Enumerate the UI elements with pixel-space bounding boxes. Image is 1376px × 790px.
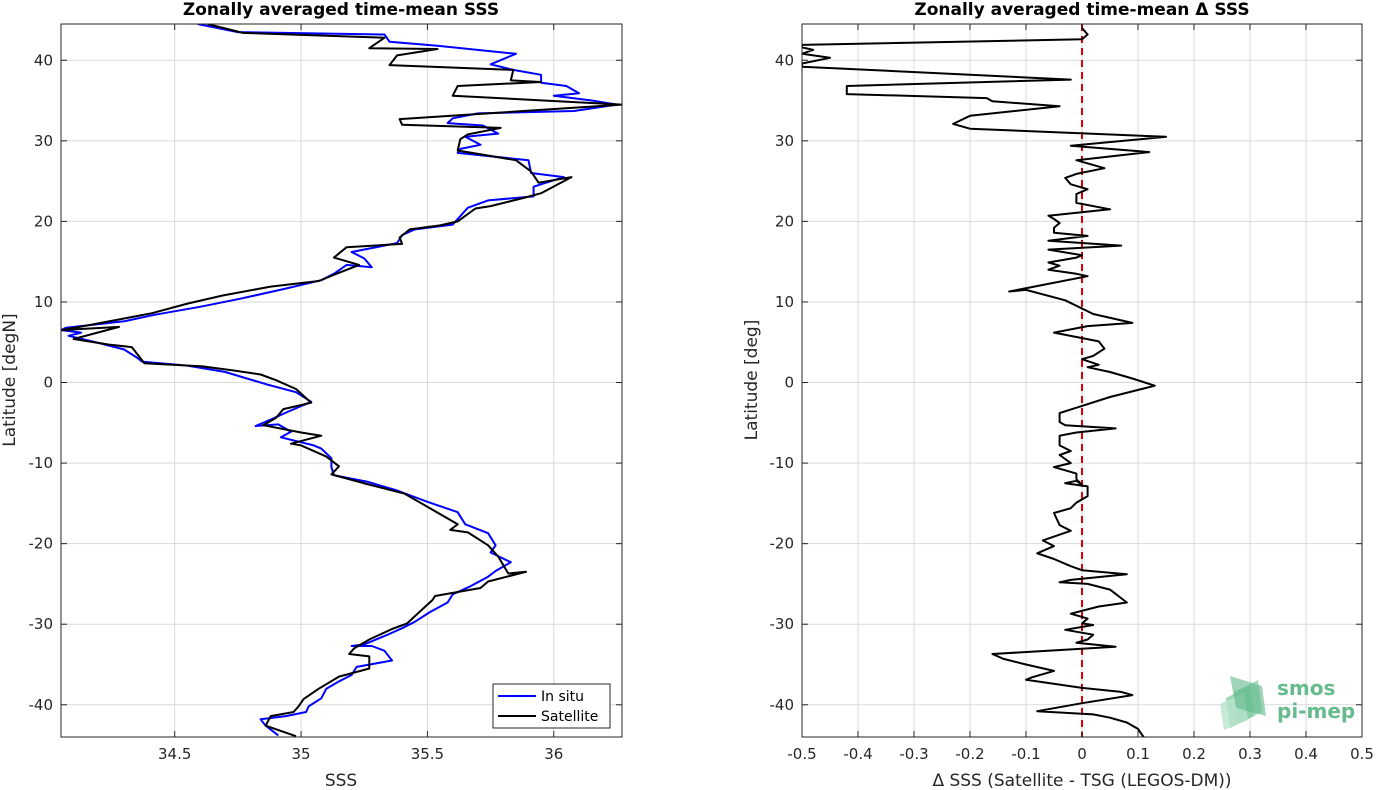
delta-sss-y-tick-label: -20 (770, 535, 795, 553)
delta-sss-y-tick-label: -30 (770, 615, 795, 633)
delta-sss-panel: -0.5 -0.4 -0.3 -0.2 -0.1 0 0.1 0.2 0.3 0.4 0.5 -40 -… (742, 0, 1374, 790)
delta-sss-x-tick-label: -0.4 (843, 745, 872, 763)
sss-x-tick-label: 35 (292, 745, 311, 763)
sss-plot-area (61, 24, 622, 737)
delta-sss-y-axis-label: Latitude [deg] (742, 320, 762, 441)
delta-sss-x-tick-label: 0.1 (1126, 745, 1150, 763)
delta-sss-x-tick-label: 0.2 (1182, 745, 1206, 763)
sss-y-tick-label: 30 (34, 132, 53, 150)
logo-text-smos: smos (1277, 676, 1335, 700)
delta-sss-x-tick-label: -0.3 (899, 745, 928, 763)
sss-y-axis-label: Latitude [degN] (0, 313, 20, 446)
delta-sss-x-axis-label: Δ SSS (Satellite - TSG (LEGOS-DM)) (932, 771, 1231, 790)
sss-y-tick-label: 0 (43, 374, 53, 392)
sss-x-tick-label: 34.5 (158, 745, 191, 763)
delta-sss-x-tick-label: -0.5 (787, 745, 816, 763)
delta-sss-y-tick-label: 40 (775, 51, 794, 69)
sss-ticks: 34.5 35 35.5 36 -40 -30 -20 -10 0 10 20 30 40 (29, 24, 622, 763)
delta-sss-y-tick-label: 30 (775, 132, 794, 150)
delta-sss-series-line-delta (802, 27, 1167, 737)
sss-series-line-satellite (61, 24, 622, 737)
smos-pi-mep-logo: smos pi-mep (1220, 676, 1355, 730)
legend-label-in-situ: In situ (541, 689, 584, 705)
sss-axes-frame (60, 23, 623, 738)
sss-x-tick-label: 36 (544, 745, 563, 763)
sss-series-line-in-situ (61, 24, 618, 737)
delta-sss-ticks: -0.5 -0.4 -0.3 -0.2 -0.1 0 0.1 0.2 0.3 0.4 0.5 -40 -… (770, 24, 1374, 763)
delta-sss-series-group (802, 27, 1167, 737)
delta-sss-y-tick-label: 0 (784, 374, 794, 392)
sss-y-tick-label: 40 (34, 51, 53, 69)
delta-sss-x-tick-label: 0.5 (1350, 745, 1374, 763)
sss-x-axis-label: SSS (325, 771, 357, 790)
sss-y-tick-label: -20 (29, 535, 54, 553)
logo-layers-icon (1220, 676, 1266, 730)
delta-sss-y-tick-label: 10 (775, 293, 794, 311)
sss-y-tick-label: 10 (34, 293, 53, 311)
sss-y-tick-label: -10 (29, 454, 54, 472)
sss-chart-title: Zonally averaged time-mean SSS (183, 0, 499, 20)
delta-sss-chart-title: Zonally averaged time-mean Δ SSS (914, 0, 1249, 20)
sss-y-tick-label: 20 (34, 212, 53, 230)
legend: In situ Satellite (492, 683, 611, 729)
sss-y-tick-label: -30 (29, 615, 54, 633)
delta-sss-x-tick-label: -0.2 (955, 745, 984, 763)
sss-series-group (61, 24, 622, 737)
delta-sss-y-tick-label: 20 (775, 212, 794, 230)
delta-sss-y-tick-label: -40 (770, 696, 795, 714)
delta-sss-x-tick-label: 0 (1077, 745, 1087, 763)
legend-label-satellite: Satellite (541, 709, 598, 725)
delta-sss-x-tick-label: 0.3 (1238, 745, 1262, 763)
sss-panel: 34.5 35 35.5 36 -40 -30 -20 -10 0 10 20 30 40 Zonall… (0, 0, 623, 790)
sss-y-tick-label: -40 (29, 696, 54, 714)
logo-text-pi-mep: pi-mep (1277, 699, 1355, 723)
delta-sss-y-tick-label: -10 (770, 454, 795, 472)
delta-sss-x-tick-label: 0.4 (1294, 745, 1318, 763)
sss-grid (61, 24, 622, 737)
delta-sss-x-tick-label: -0.1 (1011, 745, 1040, 763)
sss-x-tick-label: 35.5 (411, 745, 444, 763)
legend-box (492, 683, 611, 729)
